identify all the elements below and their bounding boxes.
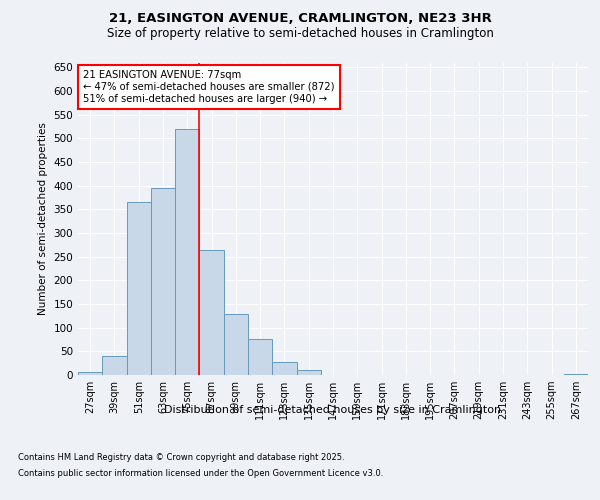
Text: Contains HM Land Registry data © Crown copyright and database right 2025.: Contains HM Land Registry data © Crown c… bbox=[18, 454, 344, 462]
Bar bbox=[272, 362, 296, 375]
Text: 21, EASINGTON AVENUE, CRAMLINGTON, NE23 3HR: 21, EASINGTON AVENUE, CRAMLINGTON, NE23 … bbox=[109, 12, 491, 26]
Bar bbox=[199, 250, 224, 375]
Bar bbox=[102, 356, 127, 375]
Bar bbox=[564, 374, 588, 375]
Bar bbox=[248, 340, 272, 375]
Bar bbox=[127, 202, 151, 375]
Y-axis label: Number of semi-detached properties: Number of semi-detached properties bbox=[38, 122, 48, 315]
Bar bbox=[175, 129, 199, 375]
Bar bbox=[224, 314, 248, 375]
Text: 21 EASINGTON AVENUE: 77sqm
← 47% of semi-detached houses are smaller (872)
51% o: 21 EASINGTON AVENUE: 77sqm ← 47% of semi… bbox=[83, 70, 335, 104]
Bar bbox=[296, 370, 321, 375]
Text: Contains public sector information licensed under the Open Government Licence v3: Contains public sector information licen… bbox=[18, 468, 383, 477]
Bar bbox=[151, 188, 175, 375]
Text: Size of property relative to semi-detached houses in Cramlington: Size of property relative to semi-detach… bbox=[107, 28, 493, 40]
Text: Distribution of semi-detached houses by size in Cramlington: Distribution of semi-detached houses by … bbox=[164, 405, 502, 415]
Bar bbox=[78, 372, 102, 375]
